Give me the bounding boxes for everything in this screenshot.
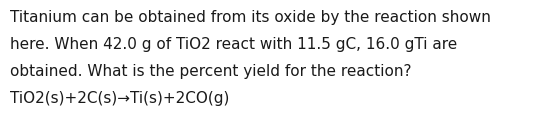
Text: TiO2(s)+2C(s)→Ti(s)+2CO(g): TiO2(s)+2C(s)→Ti(s)+2CO(g) <box>10 91 229 106</box>
Text: here. When 42.0 g of TiO2 react with 11.5 gC, 16.0 gTi are: here. When 42.0 g of TiO2 react with 11.… <box>10 37 457 52</box>
Text: Titanium can be obtained from its oxide by the reaction shown: Titanium can be obtained from its oxide … <box>10 10 491 25</box>
Text: obtained. What is the percent yield for the reaction?: obtained. What is the percent yield for … <box>10 64 411 79</box>
